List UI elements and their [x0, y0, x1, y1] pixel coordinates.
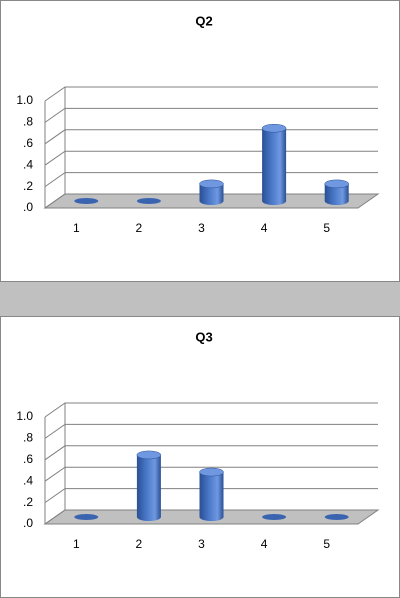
bar-top	[74, 198, 99, 204]
x-tick-label: 2	[136, 537, 143, 551]
bar	[74, 514, 99, 520]
bar	[199, 179, 224, 205]
y-tick-label: .0	[23, 200, 33, 214]
y-tick-label: .8	[23, 115, 33, 129]
y-tick-label: .2	[23, 179, 33, 193]
y-tick-label: .4	[23, 473, 33, 487]
chart-panel: Q2 .0 .2 .4 .6 .8 1.0 1 2 3 4 5	[0, 0, 400, 282]
bar-body	[136, 454, 161, 521]
bar	[199, 467, 224, 521]
bar-top	[199, 179, 224, 189]
y-tick-label: .2	[23, 495, 33, 509]
bar-body	[199, 472, 224, 521]
panel-background	[0, 316, 400, 598]
bar	[262, 514, 287, 520]
y-tick-label: .0	[23, 516, 33, 530]
chart-title: Q3	[195, 329, 212, 344]
bar-body	[199, 183, 224, 205]
bar	[136, 198, 161, 204]
chart-title: Q2	[195, 13, 212, 28]
x-tick-label: 4	[261, 537, 268, 551]
x-tick-label: 5	[323, 221, 330, 235]
x-tick-label: 5	[323, 537, 330, 551]
chart-panel: Q3 .0 .2 .4 .6 .8 1.0 1 2 3 4 5	[0, 316, 400, 598]
bar-top	[136, 198, 161, 204]
bar-top	[324, 179, 349, 189]
bar-body	[262, 128, 287, 205]
x-tick-label: 3	[198, 221, 205, 235]
y-tick-label: .6	[23, 452, 33, 466]
x-tick-label: 1	[73, 221, 80, 235]
x-tick-label: 4	[261, 221, 268, 235]
y-tick-label: .8	[23, 431, 33, 445]
bar-top	[136, 450, 162, 460]
bar	[74, 198, 99, 204]
y-tick-label: 1.0	[16, 409, 33, 423]
bar	[324, 514, 349, 520]
bar	[136, 450, 162, 521]
x-tick-label: 1	[73, 537, 80, 551]
y-tick-label: .6	[23, 136, 33, 150]
y-tick-label: .4	[23, 157, 33, 171]
y-tick-label: 1.0	[16, 93, 33, 107]
bar-top	[199, 467, 224, 477]
bar-top	[324, 514, 349, 520]
panel-background	[0, 0, 400, 282]
bar	[261, 123, 287, 205]
bar-body	[324, 183, 349, 205]
x-tick-label: 3	[198, 537, 205, 551]
bar	[324, 179, 349, 205]
bar-top	[262, 514, 287, 520]
x-tick-label: 2	[136, 221, 143, 235]
bar-top	[261, 123, 287, 133]
bar-top	[74, 514, 99, 520]
